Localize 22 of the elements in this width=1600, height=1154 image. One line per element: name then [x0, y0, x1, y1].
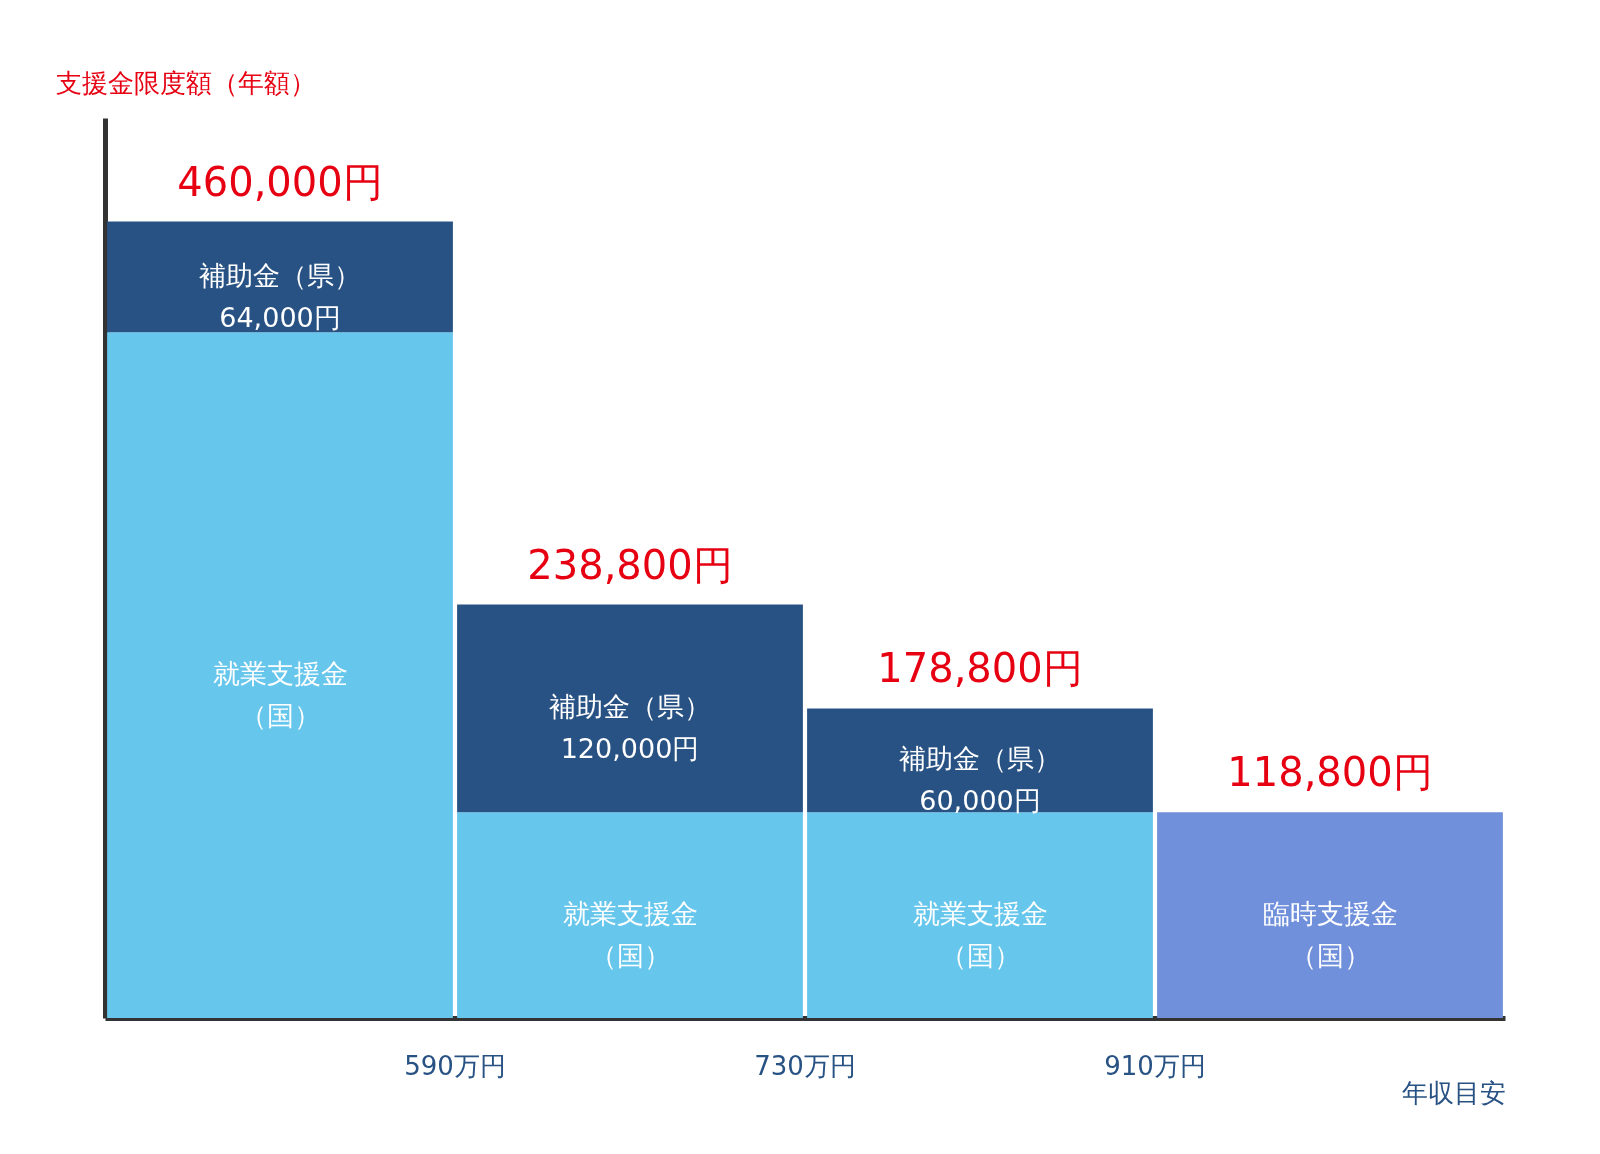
data-label: 補助金（県） 64,000円: [199, 259, 361, 333]
bar: [457, 812, 803, 1018]
data-label: 就業支援金（国）: [212, 658, 348, 732]
text: 910万円: [1104, 1051, 1206, 1081]
bar: [457, 604, 803, 813]
data-label: 補助金（県） 60,000円: [899, 743, 1061, 817]
y-axis-title: 支援金限度額（年額）: [55, 67, 316, 98]
x-axis-title: 年収目安: [1401, 1077, 1506, 1108]
bar: [807, 812, 1153, 1018]
total-label: 460,000円: [177, 158, 383, 205]
bar: [807, 708, 1153, 813]
total-label: 178,800円: [877, 645, 1083, 692]
data-label: 臨時支援金（国）: [1262, 898, 1398, 972]
data-label: 就業支援金（国）: [912, 898, 1048, 972]
data-label: 補助金（県） 120,000円: [549, 691, 711, 765]
total-label: 238,800円: [527, 541, 733, 588]
text: 730万円: [754, 1051, 856, 1081]
bar: [107, 221, 453, 333]
text: 590万円: [404, 1051, 506, 1081]
bar: [1157, 812, 1503, 1018]
data-label: 就業支援金（国）: [562, 898, 698, 972]
total-label: 118,800円: [1227, 749, 1433, 796]
